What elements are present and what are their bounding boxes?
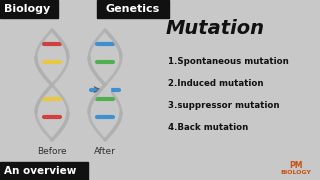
Bar xyxy=(100,85,110,94)
Text: Genetics: Genetics xyxy=(106,4,160,14)
Text: Mutation: Mutation xyxy=(165,19,265,37)
Text: 1.Spontaneous mutation: 1.Spontaneous mutation xyxy=(168,57,289,66)
Text: PM: PM xyxy=(289,161,303,170)
Text: Before: Before xyxy=(37,147,67,156)
Text: 2.Induced mutation: 2.Induced mutation xyxy=(168,80,263,89)
Bar xyxy=(0,0,58,18)
Text: Biology: Biology xyxy=(4,4,50,14)
Text: 3.suppressor mutation: 3.suppressor mutation xyxy=(168,102,279,111)
Text: BIOLOGY: BIOLOGY xyxy=(281,170,311,175)
Text: 4.Back mutation: 4.Back mutation xyxy=(168,123,248,132)
Text: After: After xyxy=(94,147,116,156)
Text: An overview: An overview xyxy=(4,166,76,176)
Bar xyxy=(0,162,88,180)
Bar xyxy=(97,0,169,18)
